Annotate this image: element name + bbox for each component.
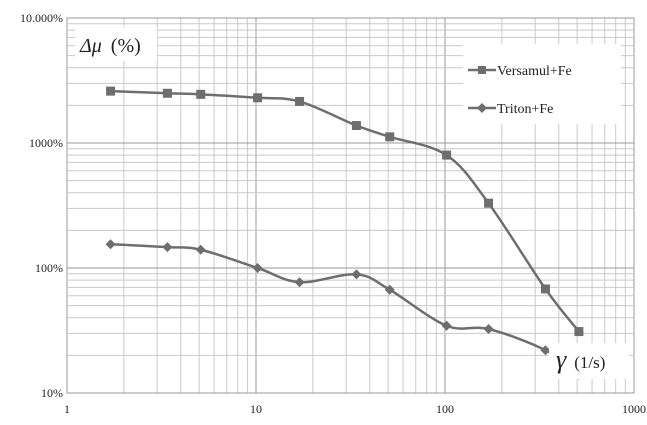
data-point-diamond [162, 242, 173, 253]
legend-item-versamul: Versamul+Fe [468, 64, 572, 79]
data-point-square [253, 93, 263, 103]
y-axis-label: Δμ (%) [75, 27, 157, 61]
y-tick-label: 10% [41, 386, 63, 400]
x-tick-label: 1 [64, 402, 70, 416]
data-point-diamond [483, 324, 494, 335]
legend-label-triton: Triton+Fe [497, 102, 553, 117]
data-point-diamond [351, 269, 362, 280]
grid [66, 17, 635, 394]
svg-text:Δμ (%): Δμ (%) [79, 35, 141, 57]
svg-text:γ (1/s): γ (1/s) [556, 345, 605, 374]
legend-label-versamul: Versamul+Fe [497, 64, 572, 79]
y-axis-unit: (%) [111, 35, 141, 57]
y-axis-symbol: Δμ [79, 35, 102, 57]
legend-marker-square-icon [478, 66, 486, 74]
data-point-diamond [384, 284, 395, 295]
x-tick-label: 10 [250, 402, 262, 416]
x-tick-label: 100 [436, 402, 454, 416]
data-point-square [540, 284, 550, 294]
data-point-square [196, 89, 206, 99]
x-tick-label: 1000 [622, 402, 646, 416]
y-tick-label: 1000% [29, 136, 63, 150]
data-point-square [574, 327, 584, 337]
data-point-diamond [105, 239, 116, 250]
data-point-square [162, 88, 172, 98]
legend: Versamul+Fe Triton+Fe [463, 44, 621, 124]
data-point-square [295, 96, 305, 106]
data-point-square [106, 86, 116, 96]
data-point-diamond [540, 345, 551, 356]
y-tick-label: 100% [35, 261, 63, 275]
data-point-square [351, 121, 361, 131]
data-point-square [385, 132, 395, 142]
x-axis-unit: (1/s) [574, 353, 605, 372]
series-line-versamul [110, 89, 580, 333]
tick-layer: 1 10 100 1000 10% 100% 1000% 10.000% [20, 11, 646, 416]
x-axis-symbol: γ [556, 345, 567, 374]
data-point-square [442, 150, 452, 160]
y-tick-label: 10.000% [20, 11, 63, 25]
legend-item-triton: Triton+Fe [468, 102, 553, 117]
x-axis-label: γ (1/s) [549, 343, 629, 379]
data-point-diamond [252, 263, 263, 273]
data-point-diamond [294, 277, 305, 288]
data-point-diamond [195, 244, 206, 255]
data-point-diamond [441, 320, 452, 331]
data-point-square [484, 198, 494, 208]
legend-marker-diamond-icon [477, 103, 487, 113]
